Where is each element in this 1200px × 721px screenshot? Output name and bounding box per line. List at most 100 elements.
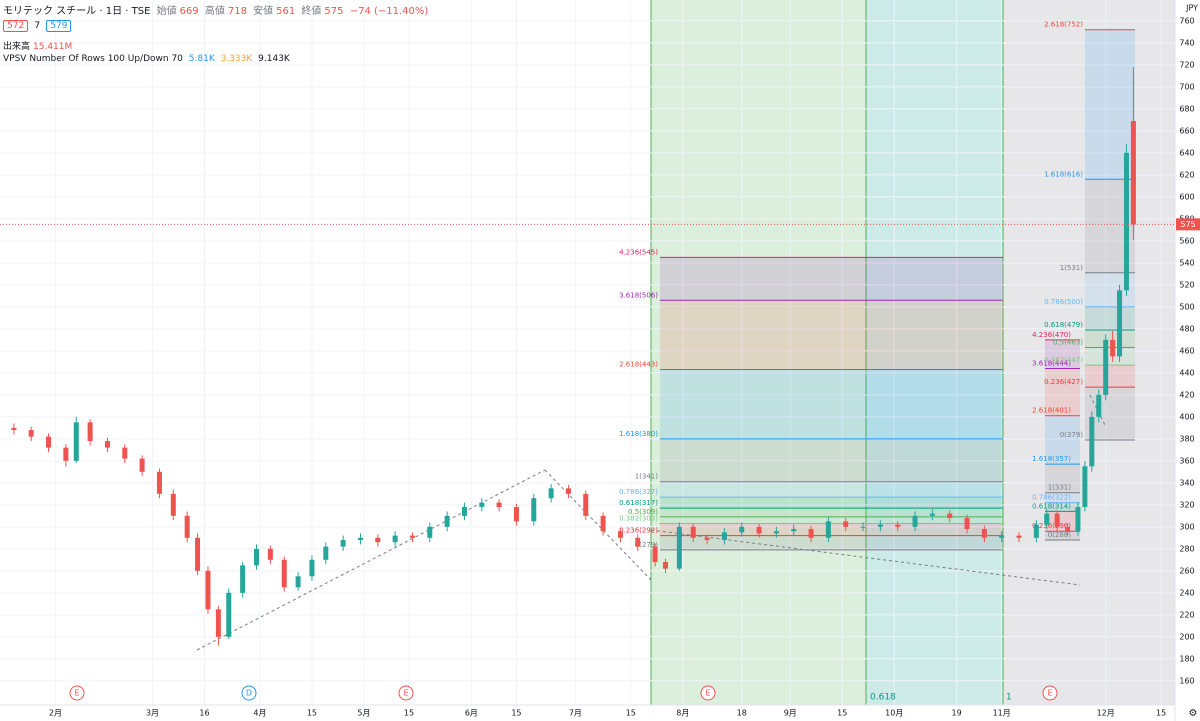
ask[interactable]: 579 bbox=[46, 20, 72, 32]
candle-body bbox=[253, 548, 259, 566]
axes: 160 180 200 220 240 260 280 300 320 340 360 380 400 4… bbox=[0, 16, 1200, 718]
candle-body bbox=[323, 546, 329, 560]
fib-band bbox=[1045, 531, 1080, 541]
fib-label: 0.618(314) bbox=[1032, 502, 1071, 510]
fib-band bbox=[1045, 339, 1080, 369]
fib-band bbox=[660, 369, 1003, 439]
fib-label: 0.5(463) bbox=[1053, 339, 1083, 347]
fib-label: 1(341) bbox=[635, 473, 659, 481]
fib-label: 2.618(752) bbox=[1044, 21, 1083, 29]
fib-band bbox=[660, 438, 1003, 482]
candle-body bbox=[1110, 339, 1116, 357]
fib-label: 1.618(357) bbox=[1032, 455, 1071, 463]
ohlc-value: 718 bbox=[227, 6, 247, 17]
vpsv-value: 9.143K bbox=[258, 54, 290, 64]
settings-icon[interactable]: ⚙ bbox=[1189, 708, 1198, 719]
x-tick-label: 10月 bbox=[885, 709, 903, 718]
candle-body bbox=[635, 537, 641, 547]
y-tick-label: 440 bbox=[1179, 368, 1194, 377]
candle-body bbox=[104, 441, 110, 448]
y-tick-label: 700 bbox=[1179, 82, 1194, 91]
y-tick-label: 640 bbox=[1179, 148, 1194, 157]
candle-body bbox=[340, 540, 346, 547]
ohlc-label: 終値 bbox=[301, 6, 322, 17]
time-zone bbox=[866, 0, 1003, 705]
x-tick-label: 12月 bbox=[1097, 709, 1115, 718]
time-zone bbox=[1003, 0, 1175, 705]
y-tick-label: 660 bbox=[1179, 126, 1194, 135]
y-tick-label: 740 bbox=[1179, 38, 1194, 47]
fib-band bbox=[660, 508, 1003, 517]
fib-band bbox=[1045, 368, 1080, 416]
x-tick-label: 19 bbox=[952, 709, 962, 718]
event-label: E bbox=[403, 689, 408, 698]
y-tick-label: 680 bbox=[1179, 104, 1194, 113]
candle-body bbox=[617, 531, 623, 538]
y-tick-label: 760 bbox=[1179, 16, 1194, 25]
candle-body bbox=[46, 436, 52, 448]
time-fib-label: 0.618 bbox=[870, 693, 896, 703]
candle-body bbox=[662, 562, 668, 569]
fib-band bbox=[660, 257, 1003, 301]
candle-body bbox=[496, 502, 502, 508]
candle-body bbox=[156, 471, 162, 494]
fib-label: 0.236(292) bbox=[619, 527, 658, 535]
vpsv-value: 5.81K bbox=[188, 54, 215, 64]
fib-label: 1(331) bbox=[1048, 484, 1072, 492]
x-tick-label: 9月 bbox=[784, 709, 797, 718]
candle-body bbox=[583, 493, 589, 516]
symbol-title[interactable]: モリテック スチール · 1日 · TSE bbox=[3, 6, 151, 17]
candle-body bbox=[981, 529, 987, 538]
y-tick-label: 620 bbox=[1179, 170, 1194, 179]
fib-label: 1.618(380) bbox=[619, 430, 658, 438]
candle-body bbox=[531, 498, 537, 522]
fib-band bbox=[1045, 511, 1080, 532]
candle-body bbox=[309, 559, 315, 577]
time-fib-label: 1 bbox=[1006, 693, 1012, 703]
candle-body bbox=[600, 515, 606, 532]
x-tick-label: 16 bbox=[199, 709, 209, 718]
candle-body bbox=[565, 488, 571, 494]
candle-body bbox=[676, 526, 682, 569]
candle-body bbox=[205, 570, 211, 610]
background bbox=[650, 0, 1175, 705]
candle-body bbox=[548, 488, 554, 499]
fib-band bbox=[660, 497, 1003, 509]
y-tick-label: 160 bbox=[1179, 676, 1194, 685]
trend-line bbox=[196, 469, 546, 651]
y-tick-label: 460 bbox=[1179, 346, 1194, 355]
candle-body bbox=[28, 430, 34, 437]
candle-body bbox=[964, 518, 970, 530]
x-tick-label: 7月 bbox=[569, 709, 582, 718]
fib-label: 0(279) bbox=[635, 541, 659, 549]
candle-body bbox=[295, 576, 301, 588]
y-tick-label: 520 bbox=[1179, 280, 1194, 289]
candle-body bbox=[240, 565, 246, 593]
candle-body bbox=[170, 493, 176, 516]
y-tick-label: 380 bbox=[1179, 434, 1194, 443]
candle-body bbox=[215, 609, 221, 637]
ohlc-label: 始値 bbox=[156, 6, 177, 17]
candle-body bbox=[184, 515, 190, 538]
y-tick-label: 720 bbox=[1179, 60, 1194, 69]
x-tick-label: 15 bbox=[307, 709, 317, 718]
candle-body bbox=[281, 559, 287, 588]
bid[interactable]: 572 bbox=[3, 20, 29, 32]
fib-band bbox=[1085, 306, 1135, 330]
time-axis bbox=[0, 705, 1200, 721]
candle-body bbox=[409, 535, 415, 538]
candle-body bbox=[1130, 120, 1136, 225]
x-tick-label: 3月 bbox=[146, 709, 159, 718]
candle-body bbox=[825, 521, 831, 538]
ohlc-label: 安値 bbox=[253, 6, 274, 17]
fib-band bbox=[1085, 347, 1135, 366]
y-tick-label: 200 bbox=[1179, 632, 1194, 641]
candle-body bbox=[1065, 526, 1071, 532]
quote-row: 572 7 579 bbox=[3, 20, 74, 32]
event-label: D bbox=[246, 689, 252, 698]
candle-body bbox=[1044, 513, 1050, 525]
fib-band bbox=[660, 481, 1003, 498]
fib-label: 3.618(506) bbox=[619, 291, 658, 299]
candle-body bbox=[392, 535, 398, 543]
